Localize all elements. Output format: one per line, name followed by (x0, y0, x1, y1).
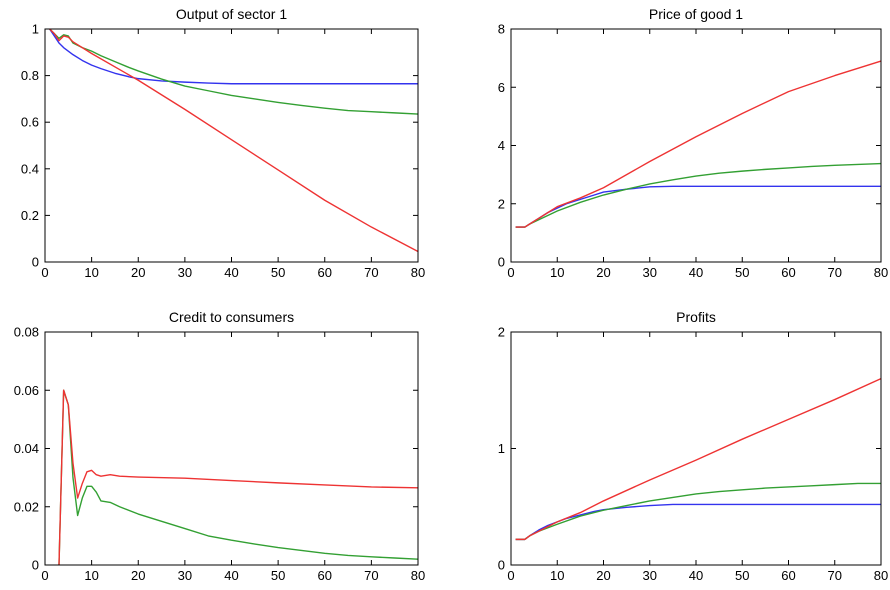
plot-frame (510, 331, 882, 566)
plot-frame (44, 28, 419, 263)
series-group (49, 28, 419, 253)
series-line-green (58, 389, 419, 566)
y-tick-label: 0 (32, 558, 39, 573)
series-line-blue (515, 503, 881, 541)
x-tick-label: 60 (318, 265, 332, 280)
x-tick-label: 40 (224, 265, 238, 280)
x-tick-label: 0 (507, 568, 514, 583)
series-line-red (515, 60, 882, 228)
x-tick-label: 80 (874, 568, 888, 583)
x-tick-label: 30 (178, 568, 192, 583)
x-tick-label: 40 (689, 265, 703, 280)
y-tick-label: 0.04 (14, 441, 39, 456)
x-tick-label: 20 (131, 568, 145, 583)
x-tick-label: 50 (271, 265, 285, 280)
x-tick-label: 60 (318, 568, 332, 583)
series-line-red (58, 389, 419, 566)
y-tick-label: 0.4 (21, 161, 39, 176)
y-tick-label: 2 (498, 325, 505, 340)
x-tick-label: 20 (596, 265, 610, 280)
x-tick-label: 20 (131, 265, 145, 280)
chart-title: Output of sector 1 (176, 6, 287, 22)
y-tick-label: 0 (498, 558, 505, 573)
plot-frame (510, 28, 882, 263)
x-tick-label: 50 (735, 265, 749, 280)
x-tick-label: 30 (643, 568, 657, 583)
y-tick-label: 1 (32, 22, 39, 37)
chart-panel-2: Price of good 1 0 10 20 30 40 50 60 70 80 0 2 4 6 8 (498, 6, 888, 280)
x-tick-label: 10 (550, 265, 564, 280)
y-tick-label: 0.08 (14, 325, 39, 340)
chart-title: Profits (676, 309, 716, 325)
series-line-blue (49, 28, 418, 85)
x-tick-label: 0 (41, 265, 48, 280)
y-tick-label: 0 (498, 255, 505, 270)
x-tick-label: 20 (596, 568, 610, 583)
x-tick-label: 40 (224, 568, 238, 583)
x-tick-label: 70 (828, 265, 842, 280)
x-tick-label: 60 (781, 568, 795, 583)
y-tick-label: 4 (498, 138, 505, 153)
x-tick-label: 70 (828, 568, 842, 583)
y-tick-label: 0 (32, 255, 39, 270)
y-tick-label: 8 (498, 22, 505, 37)
x-tick-label: 10 (84, 265, 98, 280)
y-tick-label: 2 (498, 196, 505, 211)
x-tick-label: 80 (874, 265, 888, 280)
chart-panel-1: Output of sector 1 0 10 20 30 40 50 60 70 80 0 0.2 0… (21, 6, 425, 280)
series-group (515, 377, 882, 541)
y-tick-label: 1 (498, 441, 505, 456)
y-tick-label: 0.6 (21, 115, 39, 130)
x-tick-label: 10 (84, 568, 98, 583)
y-tick-label: 0.2 (21, 208, 39, 223)
y-tick-label: 0.02 (14, 499, 39, 514)
chart-panel-3: Credit to consumers 0 10 20 30 40 50 60 70 80 0 0.0… (14, 309, 426, 583)
x-tick-label: 60 (781, 265, 795, 280)
x-tick-label: 50 (735, 568, 749, 583)
x-tick-label: 50 (271, 568, 285, 583)
series-line-green (49, 28, 419, 115)
chart-title: Price of good 1 (649, 6, 743, 22)
series-line-green (515, 482, 881, 541)
y-tick-label: 6 (498, 80, 505, 95)
x-tick-label: 80 (411, 568, 425, 583)
series-group (515, 60, 882, 228)
x-tick-label: 70 (364, 265, 378, 280)
series-line-red (515, 377, 882, 541)
chart-title: Credit to consumers (169, 309, 294, 325)
plot-frame (44, 331, 419, 566)
series-group (58, 389, 419, 566)
series-line-green (515, 162, 882, 228)
x-tick-label: 0 (507, 265, 514, 280)
x-tick-label: 80 (411, 265, 425, 280)
x-tick-label: 10 (550, 568, 564, 583)
series-line-red (49, 28, 419, 253)
x-tick-label: 70 (364, 568, 378, 583)
y-tick-label: 0.8 (21, 68, 39, 83)
chart-panel-4: Profits 0 10 20 30 40 50 60 70 80 0 1 2 (498, 309, 888, 583)
x-tick-label: 40 (689, 568, 703, 583)
y-tick-label: 0.06 (14, 383, 39, 398)
x-tick-label: 0 (41, 568, 48, 583)
x-tick-label: 30 (643, 265, 657, 280)
x-tick-label: 30 (178, 265, 192, 280)
